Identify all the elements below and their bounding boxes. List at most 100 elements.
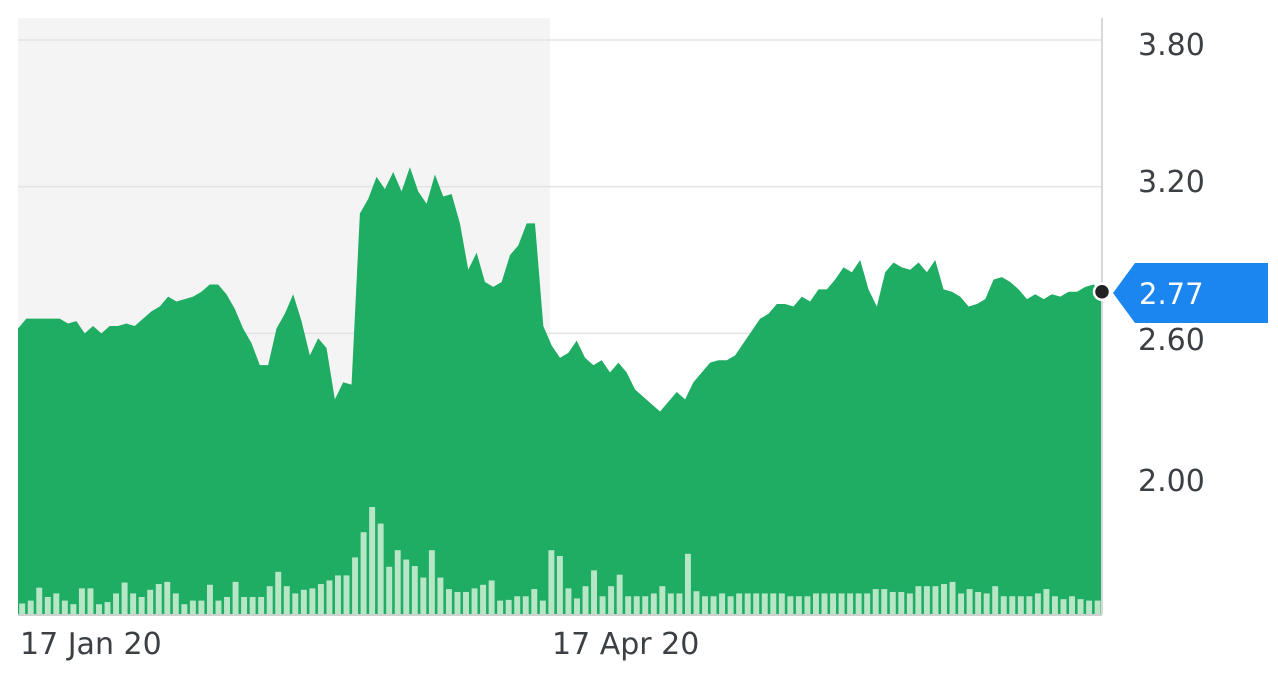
volume-bar [497,600,504,615]
price-area [18,167,1102,616]
volume-bar [377,523,384,615]
volume-bar [1077,599,1084,615]
volume-bar [795,596,802,615]
volume-bar [625,596,632,615]
volume-bar [1034,593,1041,615]
volume-bar [258,597,265,615]
volume-bar [719,593,726,615]
volume-bar [778,593,785,615]
volume-bar [761,593,768,615]
volume-bar [428,550,435,615]
volume-bar [403,559,410,615]
volume-bar [847,593,854,615]
volume-bar [249,597,256,615]
volume-bar [949,581,956,615]
volume-bar [659,586,666,615]
volume-bar [889,591,896,615]
volume-bar [121,582,128,615]
volume-bar [104,602,111,615]
volume-bar [855,593,862,615]
volume-bar [941,584,947,615]
y-tick-label: 2.00 [1138,464,1205,499]
volume-bar [130,593,137,615]
volume-bar [702,596,708,615]
volume-bar [326,580,333,615]
volume-bar [309,588,316,615]
volume-bar [616,574,623,615]
volume-bar [539,600,546,615]
current-price-label: 2.77 [1139,277,1204,311]
volume-bar [87,588,94,615]
volume-bar [821,593,828,615]
volume-bar [36,587,43,615]
volume-bar [411,566,418,615]
volume-bar [710,596,717,615]
volume-bar [531,589,538,615]
volume-bar [966,589,973,615]
volume-bar [172,593,179,615]
volume-bar [181,604,188,615]
volume-bar [838,593,845,615]
price-tag-shape [1113,263,1268,323]
volume-bar [830,593,837,615]
volume-bar [360,532,367,615]
volume-bar [932,586,939,615]
volume-bar [975,591,982,615]
volume-bar [1086,600,1093,615]
volume-bar [113,593,120,615]
volume-bar [206,584,213,615]
volume-bar [480,584,487,615]
volume-bar [565,588,572,615]
x-tick-label: 17 Apr 20 [552,627,699,662]
volume-bar [61,600,68,615]
volume-bar [215,600,222,615]
volume-bar [1026,596,1033,615]
volume-bar [70,604,77,615]
volume-bar [608,586,615,615]
volume-bar [591,570,598,615]
volume-bar [1069,596,1075,615]
current-price-tag: 2.77 [1113,263,1268,323]
volume-bar [488,580,495,615]
volume-bar [241,597,248,615]
volume-bar [275,571,282,615]
volume-bar [676,593,683,615]
volume-bar [642,596,649,615]
volume-bar [1043,589,1050,615]
volume-bar [224,597,230,615]
volume-bar [164,581,171,615]
volume-bar [693,591,700,615]
volume-bar [471,588,478,615]
volume-bar [650,593,657,615]
volume-bar [300,589,307,615]
volume-bar [684,553,691,615]
volume-bar [1009,596,1016,615]
volume-bars [19,507,1101,615]
volume-bar [753,593,760,615]
x-tick-label: 17 Jan 20 [20,627,162,662]
volume-bar [147,589,154,615]
volume-bar [386,566,393,615]
volume-bar [19,603,26,615]
volume-bar [1094,600,1101,615]
volume-bar [522,596,529,615]
last-price-marker [1092,282,1112,302]
volume-bar [958,593,965,615]
volume-bar [394,550,401,615]
volume-bar [915,586,922,615]
volume-bar [454,591,461,615]
volume-bar [317,584,324,615]
volume-bar [266,586,273,615]
volume-bar [804,596,811,615]
volume-bar [44,597,51,615]
volume-bar [872,589,879,615]
volume-bar [189,600,196,615]
volume-bar [335,575,341,615]
volume-bar [1000,596,1007,615]
volume-bar [283,586,290,615]
volume-bar [813,593,819,615]
volume-bar [352,557,359,615]
volume-bar [369,507,376,615]
volume-bar [343,575,350,615]
